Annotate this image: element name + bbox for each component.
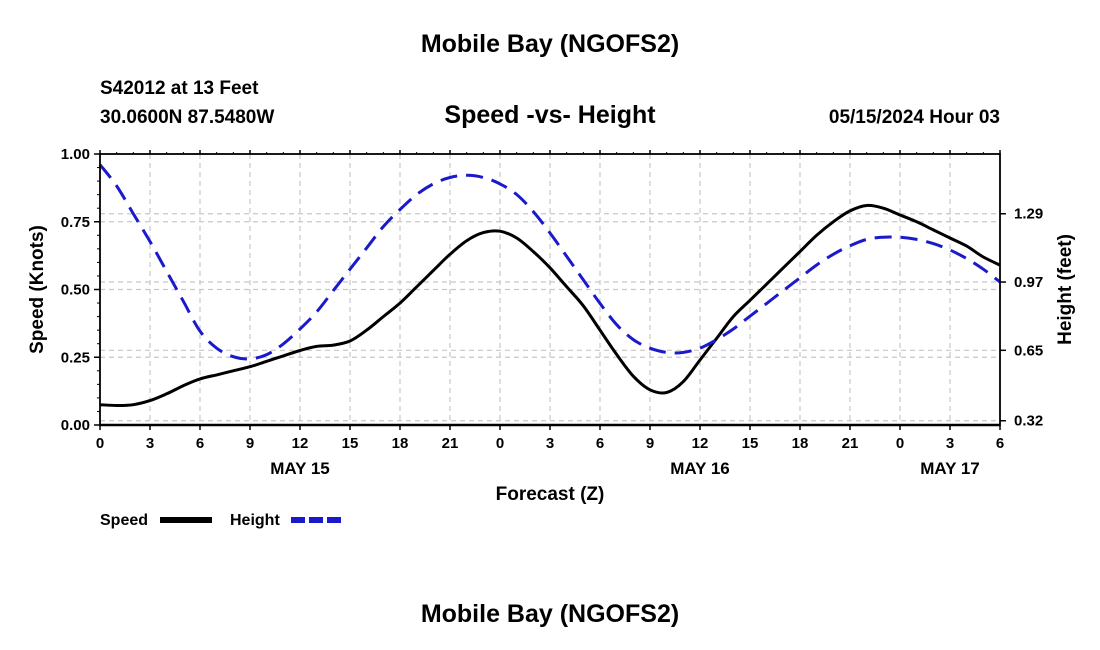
x-tick-label: 15	[342, 435, 359, 452]
x-tick-label: 3	[546, 435, 554, 452]
x-tick-label: 12	[692, 435, 709, 452]
y2-tick-label: 0.97	[1014, 274, 1043, 291]
coordinates-label: 30.0600N 87.5480W	[100, 107, 275, 128]
y2-tick-label: 0.32	[1014, 413, 1043, 430]
station-label: S42012 at 13 Feet	[100, 78, 259, 99]
x-tick-label: 6	[196, 435, 204, 452]
y-tick-label: 0.00	[61, 417, 90, 434]
date-label: MAY 17	[920, 459, 980, 478]
date-label: MAY 15	[270, 459, 330, 478]
chart-main-title: Mobile Bay (NGOFS2)	[420, 30, 680, 58]
x-tick-label: 3	[946, 435, 954, 452]
x-tick-label: 9	[246, 435, 254, 452]
legend-label-height: Height	[230, 512, 280, 529]
forecast-datetime: 05/15/2024 Hour 03	[828, 107, 1000, 128]
x-tick-label: 15	[742, 435, 759, 452]
y-tick-label: 0.50	[61, 282, 90, 299]
x-tick-label: 0	[896, 435, 904, 452]
x-tick-label: 21	[842, 435, 859, 452]
y2-tick-label: 1.29	[1014, 206, 1043, 223]
y2-tick-label: 0.65	[1014, 342, 1043, 359]
x-tick-label: 6	[996, 435, 1004, 452]
x-tick-label: 21	[442, 435, 459, 452]
footer-title: Mobile Bay (NGOFS2)	[420, 600, 680, 628]
y2-axis-title: Height (feet)	[1055, 234, 1076, 345]
series-line-height	[98, 163, 1001, 361]
speed-height-chart: 0 3 6 9 12 15 18 21 0 3 6 9 12 15 18 21 0 3 6 0.00 0.25 0.50 0…	[27, 146, 1076, 529]
x-tick-label: 9	[646, 435, 654, 452]
y-tick-label: 1.00	[61, 146, 90, 163]
x-axis-title: Forecast (Z)	[496, 484, 605, 505]
grid-lines	[100, 154, 1000, 425]
x-tick-label: 12	[292, 435, 309, 452]
y-tick-label: 0.75	[61, 214, 90, 231]
legend-label-speed: Speed	[100, 512, 148, 529]
chart-subtitle: Speed -vs- Height	[444, 101, 656, 129]
y-axis-title: Speed (Knots)	[27, 225, 48, 354]
y-tick-label: 0.25	[61, 349, 90, 366]
date-label: MAY 16	[670, 459, 730, 478]
x-tick-label: 18	[392, 435, 409, 452]
x-tick-label: 18	[792, 435, 809, 452]
x-tick-label: 6	[596, 435, 604, 452]
x-tick-label: 0	[96, 435, 104, 452]
x-tick-label: 3	[146, 435, 154, 452]
series-line-speed	[99, 203, 1001, 407]
x-tick-label: 0	[496, 435, 504, 452]
